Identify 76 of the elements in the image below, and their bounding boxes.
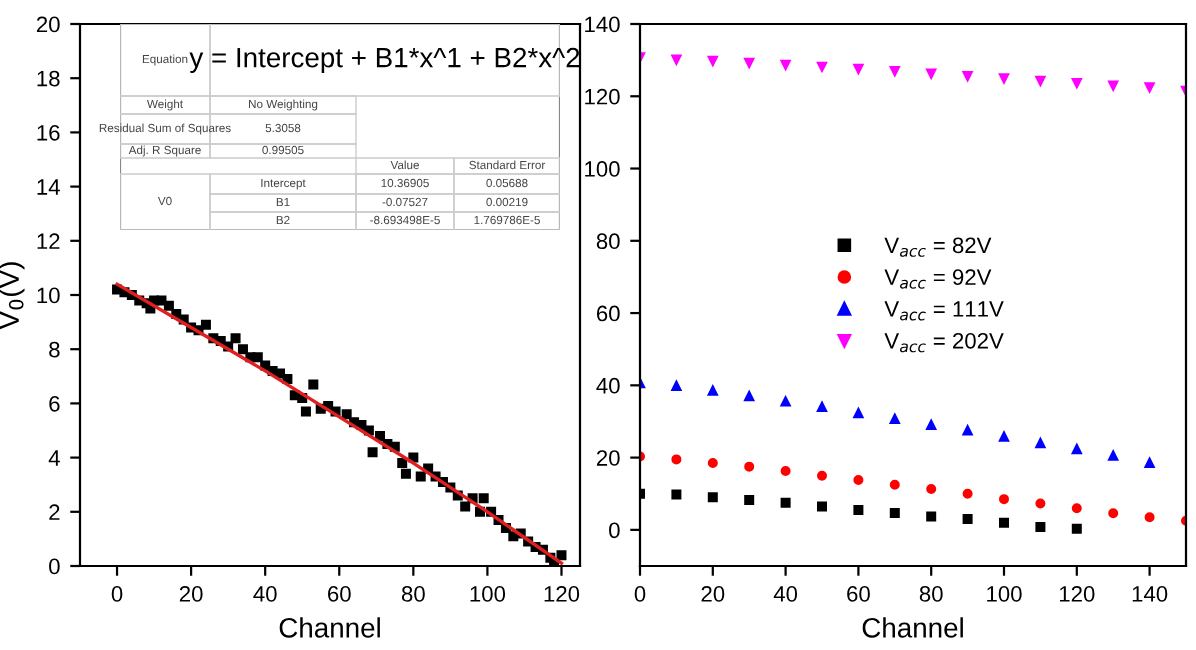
y-tick-label: 120 — [585, 88, 620, 105]
point — [780, 396, 791, 407]
y-tick-label: 18 — [37, 70, 60, 87]
y-tick-label: 16 — [37, 124, 60, 141]
y-tick-label: 0 — [609, 522, 620, 539]
point — [853, 504, 864, 515]
x-tick-label: 80 — [401, 586, 425, 602]
annotation: y = Intercept + B1*x^1 + B2*x^2 — [189, 47, 580, 73]
point — [926, 484, 937, 495]
point — [780, 497, 791, 508]
y-tick-label: 140 — [585, 16, 620, 33]
legend-label: V$_{acc}$ = 111V — [884, 301, 1004, 321]
point — [1108, 508, 1119, 519]
y-tick-label: 6 — [49, 395, 60, 412]
x-axis-title: Channel — [862, 617, 963, 638]
point — [744, 494, 755, 505]
legend-label: V$_{acc}$ = 202V — [884, 332, 1004, 353]
x-tick-label: 60 — [847, 586, 870, 602]
y-tick-label: 60 — [596, 305, 620, 322]
x-axis-title: Channel — [279, 617, 380, 638]
x-tick-label: 20 — [701, 586, 725, 602]
point — [671, 454, 682, 465]
x-tick-label: 40 — [773, 586, 798, 602]
x-tick-label: 20 — [179, 586, 203, 602]
point — [889, 413, 900, 424]
point — [817, 61, 827, 72]
x-tick-label: 0 — [111, 586, 123, 602]
point — [1071, 523, 1082, 534]
point — [707, 492, 718, 503]
point — [744, 461, 755, 472]
y-tick-label: 20 — [596, 450, 620, 466]
y-tick-label: 80 — [596, 233, 620, 250]
x-tick-label: 40 — [253, 586, 277, 602]
legend-label: V$_{acc}$ = 92V — [884, 269, 992, 289]
point — [889, 479, 900, 490]
point — [1035, 521, 1046, 532]
legend-label: V$_{acc}$ = 82V — [884, 237, 992, 257]
x-tick-label: 120 — [544, 586, 580, 602]
y-tick-label: 10 — [37, 287, 60, 304]
point — [1144, 82, 1155, 93]
y-tick-label: 14 — [37, 179, 60, 195]
x-tick-label: 100 — [470, 586, 506, 602]
x-tick-label: 100 — [987, 586, 1022, 602]
point — [999, 431, 1009, 442]
point — [853, 475, 864, 485]
y-tick-label: 0 — [49, 558, 60, 575]
point — [817, 470, 827, 481]
point — [1144, 512, 1155, 523]
x-tick-label: 60 — [328, 586, 351, 602]
point — [999, 494, 1009, 505]
point — [780, 465, 791, 476]
x-tick-label: 0 — [634, 586, 646, 602]
y-tick-label: 20 — [36, 16, 60, 33]
y-tick-label: 8 — [49, 341, 60, 358]
x-tick-label: 140 — [1132, 586, 1168, 602]
y-tick-label: 100 — [585, 161, 620, 177]
y-tick-label: 4 — [48, 450, 60, 466]
y-tick-label: 12 — [37, 233, 60, 249]
point — [962, 514, 973, 525]
x-tick-label: 80 — [919, 586, 943, 602]
point — [962, 488, 973, 499]
point — [671, 489, 682, 500]
point — [707, 385, 718, 396]
point — [1035, 498, 1046, 509]
x-tick-label: 120 — [1059, 586, 1095, 602]
point — [962, 71, 973, 82]
point — [999, 73, 1009, 84]
point — [999, 517, 1009, 528]
point — [1071, 503, 1082, 514]
y-tick-label: 40 — [596, 377, 620, 394]
y-tick-label: 2 — [49, 504, 60, 520]
point — [926, 511, 937, 522]
point — [1108, 450, 1119, 461]
point — [889, 507, 900, 518]
point — [817, 501, 827, 512]
point — [707, 458, 718, 469]
